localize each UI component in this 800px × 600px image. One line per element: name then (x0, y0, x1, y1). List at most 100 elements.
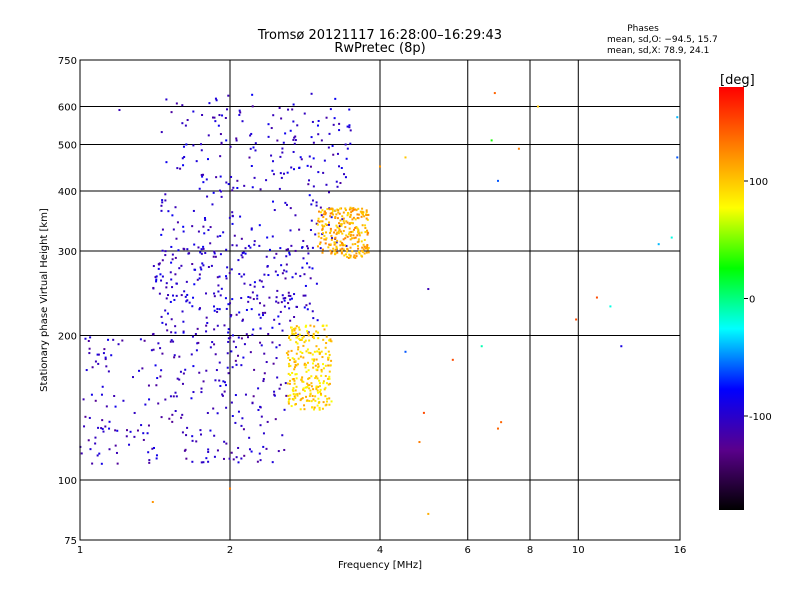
echo-point (330, 251, 333, 254)
echo-point (298, 166, 301, 169)
echo-point (197, 246, 200, 249)
echo-point (313, 350, 316, 353)
echo-point (299, 156, 302, 159)
echo-point (200, 149, 203, 152)
echo-point (108, 448, 111, 451)
echo-point (80, 452, 83, 455)
echo-point (306, 245, 309, 248)
echo-point (312, 337, 315, 340)
echo-point (216, 310, 219, 313)
echo-point (186, 299, 189, 302)
echo-point (353, 228, 356, 231)
echo-point (250, 228, 253, 231)
echo-point (265, 179, 268, 182)
echo-point (326, 397, 329, 400)
echo-point (352, 256, 355, 259)
echo-point (361, 246, 364, 249)
echo-point (231, 189, 234, 192)
echo-point (296, 363, 299, 366)
echo-point (220, 287, 223, 290)
echo-point (321, 227, 324, 230)
echo-point (427, 512, 430, 515)
echo-point (309, 277, 312, 280)
echo-point (226, 108, 229, 111)
echo-point (185, 300, 188, 303)
echo-point (286, 171, 289, 174)
echo-point (360, 215, 363, 218)
echo-point (322, 380, 325, 383)
echo-point (346, 147, 349, 150)
echo-point (219, 253, 222, 256)
echo-point (108, 420, 111, 423)
echo-point (322, 171, 325, 174)
echo-point (100, 393, 103, 396)
echo-point (349, 206, 352, 209)
echo-point (343, 173, 346, 176)
echo-point (349, 215, 352, 218)
echo-point (225, 139, 228, 142)
echo-point (222, 380, 225, 383)
echo-point (365, 209, 368, 212)
echo-point (219, 175, 222, 178)
echo-point (366, 245, 369, 248)
echo-point (308, 194, 311, 197)
echo-point (218, 361, 221, 364)
echo-point (271, 461, 274, 464)
echo-point (148, 398, 151, 401)
echo-point (169, 300, 172, 303)
echo-point (252, 328, 255, 331)
echo-point (159, 375, 162, 378)
echo-point (288, 336, 291, 339)
echo-point (150, 349, 153, 352)
echo-point (175, 282, 178, 285)
echo-point (100, 462, 103, 465)
echo-point (362, 213, 365, 216)
echo-point (351, 218, 354, 221)
echo-point (327, 377, 330, 380)
echo-point (114, 429, 117, 432)
echo-point (114, 444, 117, 447)
echo-point (201, 113, 204, 116)
echo-point (295, 352, 298, 355)
echo-point (283, 299, 286, 302)
echo-point (609, 305, 612, 308)
echo-point (325, 116, 328, 119)
echo-point (279, 310, 282, 313)
echo-point (272, 114, 275, 117)
echo-point (207, 448, 210, 451)
echo-point (182, 372, 185, 375)
chart-subtitle: RwPretec (8p) (334, 41, 425, 56)
echo-point (352, 208, 355, 211)
echo-point (125, 435, 128, 438)
echo-point (338, 129, 341, 132)
echo-point (334, 215, 337, 218)
echo-point (327, 364, 330, 367)
echo-point (318, 406, 321, 409)
echo-point (245, 308, 248, 311)
echo-point (333, 241, 336, 244)
echo-point (273, 256, 276, 259)
echo-point (112, 338, 115, 341)
echo-point (298, 337, 301, 340)
echo-point (233, 234, 236, 237)
echo-point (266, 420, 269, 423)
echo-point (299, 350, 302, 353)
echo-point (295, 385, 298, 388)
echo-point (346, 221, 349, 224)
echo-point (253, 240, 256, 243)
echo-point (302, 239, 305, 242)
echo-point (317, 385, 320, 388)
echo-point (129, 430, 132, 433)
echo-point (191, 439, 194, 442)
echo-point (284, 277, 287, 280)
echo-point (344, 253, 347, 256)
echo-point (306, 382, 309, 385)
echo-point (348, 227, 351, 230)
colorbar-label: [deg] (720, 73, 755, 88)
echo-point (102, 352, 105, 355)
echo-point (254, 149, 257, 152)
echo-point (299, 338, 302, 341)
echo-point (334, 252, 337, 255)
echo-point (265, 447, 268, 450)
echo-point (244, 247, 247, 250)
